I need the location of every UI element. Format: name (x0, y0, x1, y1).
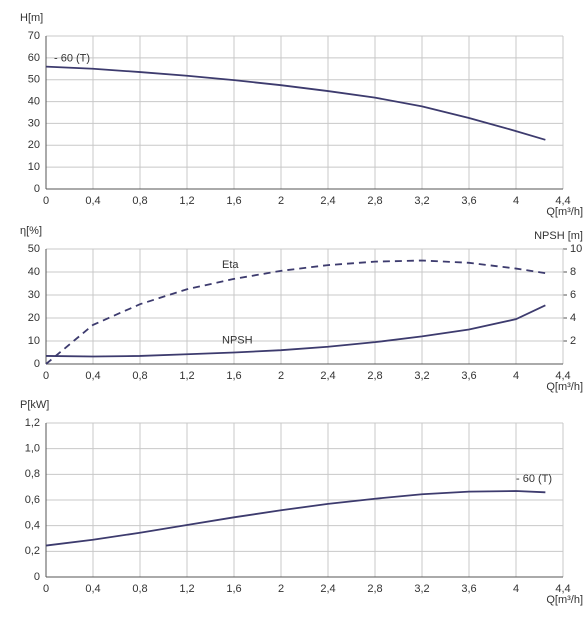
series-label: - 60 (T) (54, 53, 90, 65)
series-line (45, 65, 546, 141)
y-tick-label: 0,6 (25, 494, 40, 506)
y-tick-label: 30 (28, 117, 40, 129)
x-tick-label: 0,4 (85, 195, 100, 207)
x-tick-label: 2,8 (367, 583, 382, 595)
y-tick-label: 40 (28, 266, 40, 278)
x-tick-label: 4 (513, 370, 519, 382)
x-tick-label: 3,6 (461, 195, 476, 207)
y2-tick-label: 8 (570, 266, 576, 278)
x-tick-label: 1,2 (179, 370, 194, 382)
y-tick-label: 0,4 (25, 520, 40, 532)
x-tick-label: 4 (513, 583, 519, 595)
y-tick-label: 40 (28, 95, 40, 107)
x-tick-label: 2,4 (320, 583, 335, 595)
x-tick-label: 3,2 (414, 370, 429, 382)
series-line (45, 490, 546, 547)
x-tick-label: 0,4 (85, 583, 100, 595)
y-tick-label: 0,8 (25, 468, 40, 480)
x-tick-label: 0,8 (132, 583, 147, 595)
x-axis-label: Q[m³/h] (546, 206, 583, 218)
y-tick-label: 50 (28, 243, 40, 255)
y-tick-label: 0 (34, 358, 40, 370)
x-axis-label: Q[m³/h] (546, 594, 583, 606)
x-tick-label: 1,2 (179, 195, 194, 207)
x-tick-label: 0 (43, 370, 49, 382)
y-tick-label: 0 (34, 183, 40, 195)
x-tick-label: 4,4 (555, 195, 570, 207)
x-tick-label: 2 (278, 583, 284, 595)
y-axis-label: H[m] (20, 12, 43, 24)
y2-axis-label: NPSH [m] (534, 230, 583, 242)
y-tick-label: 20 (28, 139, 40, 151)
x-tick-label: 1,2 (179, 583, 194, 595)
x-tick-label: 2,4 (320, 195, 335, 207)
series-label: NPSH (222, 334, 253, 346)
x-tick-label: 2,4 (320, 370, 335, 382)
x-tick-label: 0,8 (132, 195, 147, 207)
y-axis-label: η[%] (20, 225, 42, 237)
series-label: - 60 (T) (516, 473, 552, 485)
x-tick-label: 4 (513, 195, 519, 207)
x-tick-label: 4,4 (555, 583, 570, 595)
x-tick-label: 1,6 (226, 370, 241, 382)
y2-tick-label: 2 (570, 335, 576, 347)
y-axis-label: P[kW] (20, 399, 49, 411)
x-tick-label: 1,6 (226, 195, 241, 207)
y-tick-label: 10 (28, 335, 40, 347)
y-tick-label: 0,2 (25, 545, 40, 557)
series-label: Eta (222, 259, 239, 271)
x-tick-label: 1,6 (226, 583, 241, 595)
y-tick-label: 50 (28, 74, 40, 86)
x-tick-label: 3,6 (461, 370, 476, 382)
series-line (45, 259, 546, 365)
y2-tick-label: 4 (570, 312, 576, 324)
y2-tick-label: 10 (570, 243, 582, 255)
x-tick-label: 0,4 (85, 370, 100, 382)
y-tick-label: 1,2 (25, 417, 40, 429)
x-tick-label: 0,8 (132, 370, 147, 382)
x-tick-label: 0 (43, 195, 49, 207)
y2-tick-label: 6 (570, 289, 576, 301)
x-tick-label: 3,6 (461, 583, 476, 595)
y-tick-label: 0 (34, 571, 40, 583)
x-tick-label: 2 (278, 370, 284, 382)
x-tick-label: 2,8 (367, 195, 382, 207)
y-tick-label: 10 (28, 161, 40, 173)
y-tick-label: 30 (28, 289, 40, 301)
x-tick-label: 3,2 (414, 195, 429, 207)
x-tick-label: 2,8 (367, 370, 382, 382)
x-tick-label: 4,4 (555, 370, 570, 382)
x-tick-label: 2 (278, 195, 284, 207)
series-line (45, 304, 546, 358)
y-tick-label: 20 (28, 312, 40, 324)
x-tick-label: 3,2 (414, 583, 429, 595)
y-tick-label: 60 (28, 52, 40, 64)
x-tick-label: 0 (43, 583, 49, 595)
x-axis-label: Q[m³/h] (546, 381, 583, 393)
y-tick-label: 70 (28, 30, 40, 42)
y-tick-label: 1,0 (25, 443, 40, 455)
